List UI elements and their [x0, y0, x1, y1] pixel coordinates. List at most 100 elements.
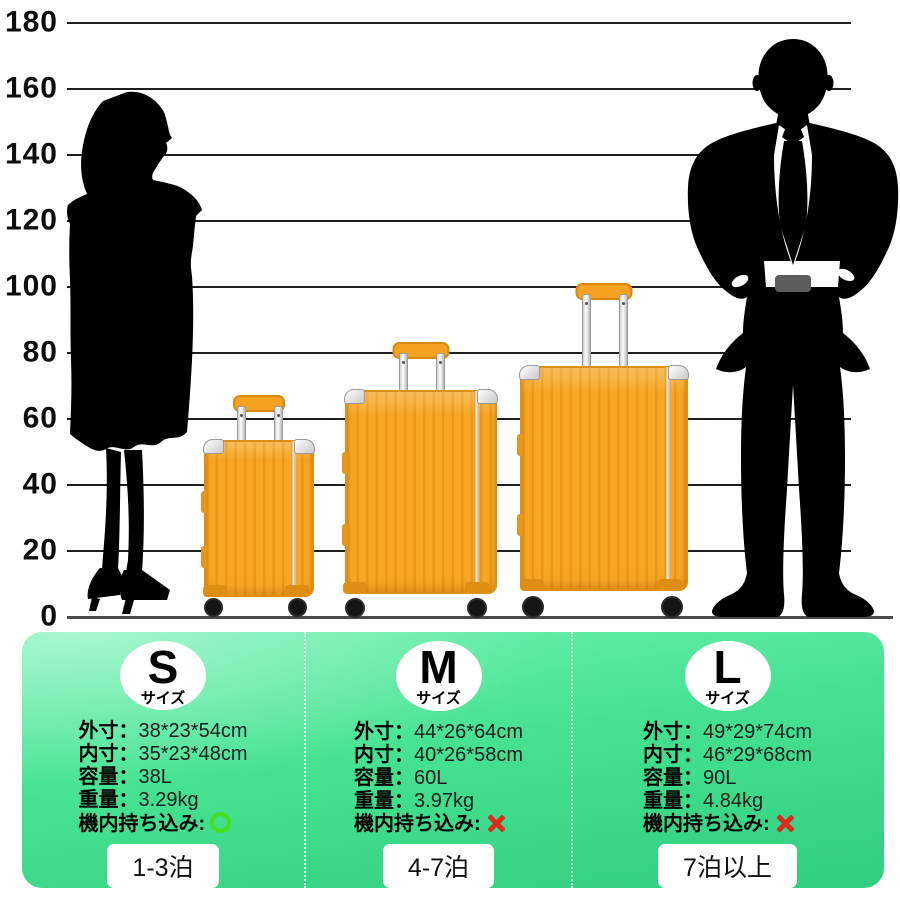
- grid-line: [67, 352, 851, 354]
- trolley-tube: [619, 294, 628, 370]
- spec-list: 外寸：44*26*64cm 内寸：40*26*58cm 容量：60L 重量：3.…: [354, 721, 523, 836]
- size-caption: サイズ: [416, 690, 461, 708]
- spec-value: 4.84kg: [703, 790, 764, 812]
- nights-tag: 7泊以上: [658, 844, 797, 888]
- axis-label: 20: [22, 533, 58, 567]
- size-letter: S: [147, 640, 179, 693]
- spec-label: 重量：: [78, 789, 139, 811]
- trolley-tube: [436, 353, 445, 395]
- wheel-icon: [345, 598, 365, 618]
- spec-row-outer: 外寸：38*23*54cm: [79, 720, 248, 743]
- wheel-housing: [520, 579, 544, 591]
- man-silhouette: [687, 39, 899, 617]
- grid-line: [67, 88, 851, 90]
- corner-protector-icon: [203, 439, 224, 454]
- spec-row-inner: 内寸：46*29*68cm: [643, 744, 812, 767]
- spec-label: 容量：: [643, 767, 704, 789]
- grid-line: [67, 220, 851, 222]
- spec-value: 49*29*74cm: [703, 721, 812, 743]
- size-caption: サイズ: [140, 689, 186, 707]
- suitcase-body: [201, 439, 315, 597]
- spec-row-capacity: 容量：60L: [354, 767, 523, 790]
- axis-label: 100: [4, 269, 58, 303]
- wheel-icon: [204, 598, 223, 617]
- suitcase-m: [342, 342, 498, 620]
- spec-label: 外寸：: [78, 720, 139, 742]
- spec-value: 60L: [414, 767, 448, 789]
- corner-protector-icon: [519, 365, 540, 380]
- spec-row-outer: 外寸：49*29*74cm: [643, 721, 812, 744]
- wheel-icon: [522, 596, 544, 618]
- nights-tag: 1-3泊: [107, 844, 219, 888]
- spec-row-inner: 内寸：40*26*58cm: [354, 744, 523, 767]
- axis-label: 40: [22, 467, 58, 501]
- suitcase-body: [517, 365, 689, 591]
- wheel-icon: [288, 598, 307, 617]
- carryon-label: 機内持ち込み:: [643, 813, 770, 835]
- spec-value: 44*26*64cm: [414, 721, 523, 743]
- corner-protector-icon: [294, 439, 315, 454]
- axis-label: 80: [22, 335, 58, 369]
- spec-value: 46*29*68cm: [703, 744, 812, 766]
- spec-value: 40*26*58cm: [414, 744, 523, 766]
- axis-label: 120: [4, 203, 58, 237]
- wheel-icon: [661, 596, 683, 618]
- suitcase-s: [201, 395, 315, 620]
- spec-label: 容量：: [78, 766, 139, 788]
- spec-value: 38L: [138, 766, 172, 788]
- size-column-l: L サイズ 外寸：49*29*74cm 内寸：46*29*68cm 容量：90L…: [573, 632, 882, 888]
- spec-label: 外寸：: [354, 721, 415, 743]
- axis-label: 60: [22, 401, 58, 435]
- size-caption: サイズ: [705, 690, 750, 708]
- size-letter: M: [419, 641, 458, 694]
- size-column-s: S サイズ 外寸：38*23*54cm 内寸：35*23*48cm 容量：38L…: [22, 632, 306, 888]
- spec-row-weight: 重量：4.84kg: [643, 790, 812, 813]
- suitcase-body: [342, 389, 498, 594]
- side-tab: [201, 546, 207, 569]
- grid-line: [67, 22, 851, 24]
- spec-label: 重量：: [643, 790, 704, 812]
- trolley-tube: [274, 406, 283, 444]
- spec-list: 外寸：49*29*74cm 内寸：46*29*68cm 容量：90L 重量：4.…: [643, 721, 812, 836]
- carryon-label: 機内持ち込み:: [354, 813, 481, 835]
- carryon-row: 機内持ち込み:: [354, 813, 523, 836]
- wheel-housing: [465, 582, 489, 594]
- size-badge: L サイズ: [684, 641, 771, 711]
- wheel-housing: [658, 579, 682, 591]
- size-badge: M サイズ: [395, 641, 482, 711]
- trolley-grip: [233, 395, 285, 412]
- cross-ng-icon: [486, 813, 507, 834]
- size-column-m: M サイズ 外寸：44*26*64cm 内寸：40*26*58cm 容量：60L…: [306, 632, 573, 888]
- side-tab: [517, 434, 523, 457]
- size-panel: S サイズ 外寸：38*23*54cm 内寸：35*23*48cm 容量：38L…: [22, 632, 884, 888]
- spec-row-capacity: 容量：38L: [79, 766, 248, 789]
- spec-value: 35*23*48cm: [138, 743, 248, 765]
- nights-tag: 4-7泊: [382, 844, 495, 888]
- axis-label: 0: [40, 599, 58, 633]
- grid-line: [67, 154, 851, 156]
- spec-row-weight: 重量：3.97kg: [354, 790, 523, 813]
- grid-line: [67, 286, 851, 288]
- wheel-icon: [467, 598, 487, 618]
- side-tab: [517, 513, 523, 536]
- axis-label: 160: [4, 71, 58, 105]
- trolley-tube: [237, 406, 246, 444]
- size-letter: L: [713, 641, 742, 694]
- side-tab: [342, 452, 348, 474]
- spec-value: 3.97kg: [414, 790, 475, 812]
- spec-label: 内寸：: [354, 744, 415, 766]
- spec-label: 容量：: [354, 767, 415, 789]
- cross-ng-icon: [775, 813, 796, 834]
- spec-value: 3.29kg: [138, 789, 199, 811]
- carryon-row: 機内持ち込み:: [643, 813, 812, 836]
- spec-row-capacity: 容量：90L: [643, 767, 812, 790]
- wheel-housing: [343, 582, 367, 594]
- spec-value: 90L: [703, 767, 737, 789]
- spec-label: 内寸：: [78, 743, 139, 765]
- trolley-tube: [399, 353, 408, 395]
- spec-label: 外寸：: [643, 721, 704, 743]
- side-tab: [201, 490, 207, 513]
- corner-protector-icon: [344, 389, 365, 404]
- spec-label: 重量：: [354, 790, 415, 812]
- spec-row-weight: 重量：3.29kg: [79, 789, 248, 812]
